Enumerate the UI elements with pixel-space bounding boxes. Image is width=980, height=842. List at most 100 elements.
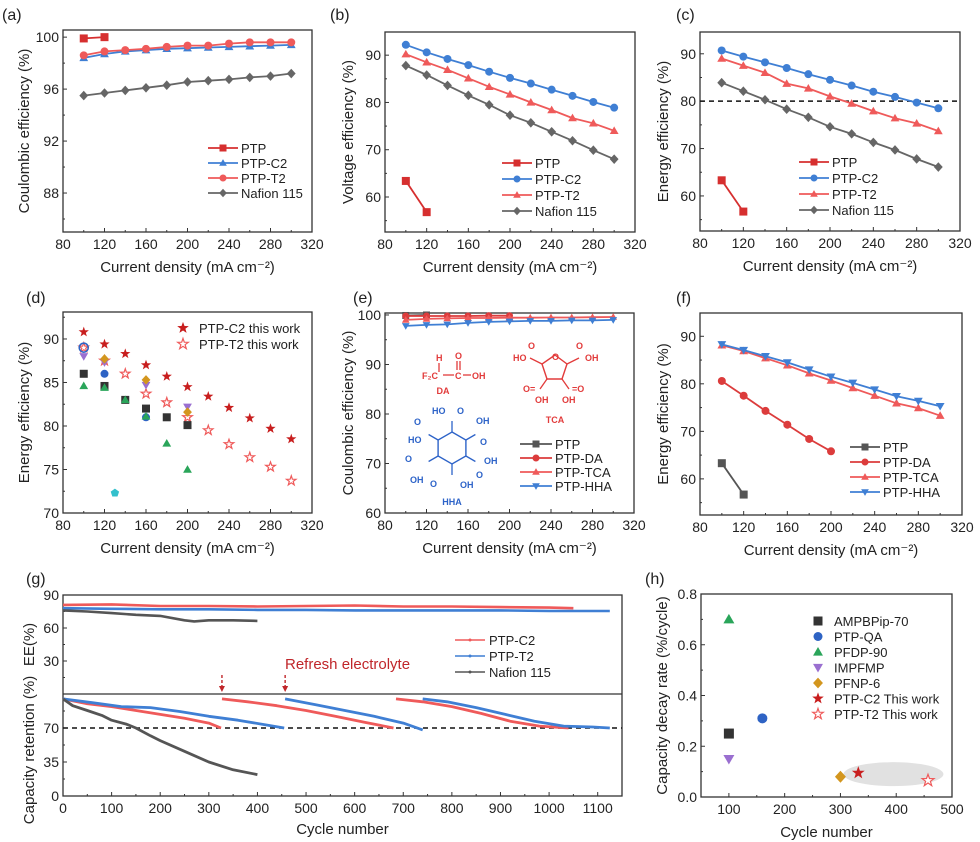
data-point	[609, 317, 618, 324]
x-tick-label: 160	[134, 517, 158, 533]
panel-label-f: (f)	[676, 290, 691, 307]
data-point	[912, 98, 921, 107]
data-point	[547, 318, 555, 325]
data-point	[121, 46, 130, 55]
y-tick-label: 92	[43, 133, 59, 149]
data-point	[141, 381, 151, 390]
atom-label: O	[480, 437, 487, 447]
x-tick-label: 120	[93, 517, 117, 533]
data-point	[161, 371, 172, 381]
y-tick-label: 90	[680, 328, 696, 344]
data-point	[484, 319, 493, 326]
legend-label: Nafion 115	[535, 204, 597, 219]
data-point	[204, 41, 213, 50]
y-axis-label: Energy efficiency (%)	[655, 61, 672, 202]
data-point	[717, 176, 726, 185]
series-line-ptp	[720, 179, 745, 213]
legend-marker	[813, 632, 823, 641]
data-point	[286, 433, 297, 444]
bond	[465, 455, 476, 463]
data-point	[225, 39, 233, 48]
data-point	[761, 353, 770, 361]
y-tick-label: 80	[680, 93, 696, 109]
capacity-line-ptp-t2	[422, 697, 610, 730]
x-tick-label: 600	[343, 800, 367, 816]
panel-g: 0 100 200 300 400 500 600 700 800 900 1000 11003060…	[21, 587, 623, 838]
plot-frame	[62, 594, 623, 797]
y-tick-label: 0.8	[678, 586, 698, 602]
atom-label: OH	[484, 456, 498, 466]
data-point	[203, 391, 214, 401]
data-point	[609, 154, 619, 164]
x-tick-label: 80	[692, 519, 708, 535]
x-tick-label: 240	[539, 517, 563, 533]
data-point	[182, 381, 193, 392]
data-point	[120, 85, 130, 96]
legend-label: PTP	[832, 155, 857, 170]
bond	[539, 378, 548, 390]
panel-label-b: (b)	[330, 7, 350, 24]
panel-d: 80 120 160 200 240 280 320 70 75 80 85 90 Current de…	[16, 311, 324, 557]
capacity-line-ptp-c2	[395, 697, 569, 730]
data-point	[717, 459, 726, 468]
data-point	[805, 434, 814, 443]
atom-label: OH	[476, 416, 490, 426]
y-tick-label: 60	[43, 620, 59, 636]
legend-marker	[813, 663, 823, 673]
data-point	[505, 110, 515, 121]
data-point	[526, 318, 535, 325]
data-point	[141, 375, 151, 385]
x-tick-label: 200	[176, 236, 200, 252]
panel-h: 100 200 300 400 500 0.0 0.2 0.4 0.6 0.8 Cycle numb…	[654, 586, 964, 841]
data-point	[118, 366, 132, 380]
data-point	[739, 490, 748, 499]
data-point	[933, 126, 943, 135]
x-tick-label: 200	[176, 517, 200, 533]
y-tick-label: 80	[365, 406, 381, 422]
legend-marker	[813, 677, 823, 689]
atom-label: HO	[408, 435, 422, 445]
x-tick-label: 160	[775, 235, 799, 251]
data-point	[402, 312, 410, 320]
x-tick-label: 80	[377, 517, 393, 533]
data-point	[139, 386, 153, 400]
data-point	[484, 314, 493, 321]
y-tick-label: 60	[680, 188, 696, 204]
x-tick-label: 700	[392, 800, 416, 816]
data-point	[505, 318, 514, 326]
ring	[437, 431, 467, 465]
data-point	[851, 766, 865, 779]
x-tick-label: 120	[732, 519, 756, 535]
data-point	[717, 341, 727, 349]
data-point	[935, 411, 945, 419]
refresh-arrowhead	[282, 686, 289, 692]
data-point	[912, 119, 922, 127]
data-point	[609, 126, 619, 135]
data-point	[760, 68, 770, 76]
legend-marker	[219, 188, 227, 198]
data-point	[141, 83, 151, 93]
data-point	[848, 383, 858, 392]
atom-label: =O	[572, 384, 584, 394]
x-axis-label: Current density (mA cm⁻²)	[423, 259, 598, 276]
data-point	[443, 54, 452, 63]
data-point	[243, 450, 257, 463]
data-point	[782, 64, 791, 73]
data-point	[162, 438, 172, 447]
y-tick-label: 0.2	[678, 738, 698, 754]
panel-label-d: (d)	[26, 290, 46, 307]
atom-label: HO	[513, 353, 527, 363]
x-tick-label: 280	[259, 517, 283, 533]
legend-label: PTP-C2 This work	[834, 692, 940, 707]
atom-label: OH	[585, 353, 599, 363]
panel-b: 80 120 160 200 240 280 320 60 70 80 90 Current dens…	[340, 31, 647, 276]
y-tick-label: 90	[43, 587, 59, 603]
legend-marker	[813, 647, 823, 656]
plot-frame	[384, 31, 636, 233]
data-point	[890, 113, 900, 122]
panel-label-g: (g)	[26, 571, 46, 588]
data-point	[100, 369, 109, 378]
x-tick-label: 120	[415, 236, 439, 252]
atom-label: C	[455, 371, 462, 381]
